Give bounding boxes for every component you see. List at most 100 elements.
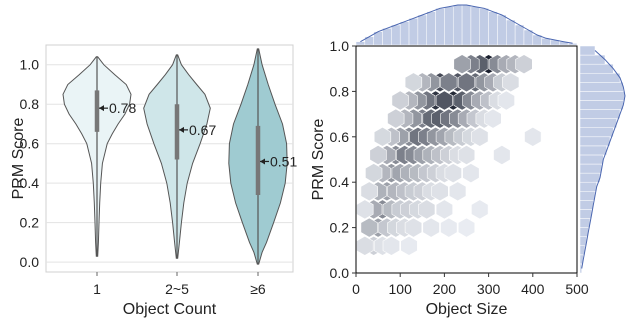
right-histogram-bar bbox=[579, 63, 614, 74]
hexbin-cells bbox=[356, 54, 542, 256]
right-density-curve bbox=[581, 50, 626, 269]
right-histogram-bar bbox=[579, 163, 602, 174]
hexbin-y-axis-label: PRM Score bbox=[310, 119, 327, 201]
hexbin-cell bbox=[449, 181, 467, 202]
hexbin-cell bbox=[400, 235, 418, 256]
hexbin-cell bbox=[462, 163, 480, 184]
right-histogram-bar bbox=[579, 100, 624, 110]
top-histogram-bar bbox=[497, 14, 507, 46]
right-histogram-bar bbox=[579, 263, 582, 274]
hexbin-y-tick-label: 0.4 bbox=[330, 174, 350, 190]
violin-chart: 0.78 0.67 0.51 0.0 0.2 0.4 0.6 0.8 1.0 1 2~5 ≥6 O… bbox=[10, 44, 297, 318]
right-histogram-bar bbox=[579, 209, 592, 219]
top-histogram-bar bbox=[506, 19, 516, 46]
top-histogram-bar bbox=[391, 24, 401, 46]
hexbin-cell bbox=[493, 145, 511, 165]
top-histogram-bar bbox=[444, 6, 454, 46]
top-histogram-bar bbox=[426, 11, 436, 46]
hexbin-cell bbox=[422, 217, 440, 238]
hexbin-cell bbox=[515, 54, 533, 75]
right-histogram-bar bbox=[579, 145, 607, 156]
violin-y-ticks: 0.0 0.2 0.4 0.6 0.8 1.0 bbox=[20, 57, 40, 270]
hexbin-cell bbox=[457, 145, 476, 165]
violin-y-tick-label: 0.0 bbox=[20, 254, 40, 270]
hexbin-cell bbox=[440, 72, 458, 93]
top-histogram-bar bbox=[479, 8, 489, 46]
hexbin-cell bbox=[382, 235, 400, 256]
right-histogram-bar bbox=[579, 172, 601, 183]
hexbin-cell bbox=[497, 90, 515, 111]
hexbin-cell bbox=[369, 145, 387, 165]
hexbin-x-axis-label: Object Size bbox=[426, 301, 508, 318]
hexbin-cell bbox=[457, 217, 476, 238]
hexbin-cell bbox=[435, 199, 453, 220]
hexbin-y-tick-label: 0.0 bbox=[330, 265, 350, 281]
top-histogram-bar bbox=[399, 21, 410, 46]
violin-y-tick-label: 0.2 bbox=[20, 215, 40, 231]
violin-x-tick-label: ≥6 bbox=[250, 281, 266, 297]
top-histogram-bar bbox=[567, 43, 578, 46]
violin-y-axis-label: PRM Score bbox=[10, 118, 27, 200]
hexbin-cell bbox=[418, 199, 436, 220]
hexbin-x-ticks: 0 100 200 300 400 500 bbox=[352, 273, 589, 297]
right-marginal-histogram bbox=[579, 45, 626, 274]
hexbin-x-tick-label: 200 bbox=[433, 281, 457, 297]
median-arrowhead bbox=[99, 105, 104, 112]
right-histogram-bar bbox=[579, 91, 626, 101]
violin-y-tick-label: 1.0 bbox=[20, 57, 40, 73]
hexbin-cell bbox=[453, 54, 471, 75]
violin-x-axis-label: Object Count bbox=[123, 301, 217, 318]
hexbin-y-tick-label: 0.6 bbox=[330, 129, 350, 145]
median-label: 0.67 bbox=[189, 122, 216, 138]
hexbin-x-tick-label: 0 bbox=[352, 281, 360, 297]
top-histogram-bar bbox=[355, 41, 366, 46]
top-histogram-bar bbox=[470, 6, 481, 46]
hexbin-cell bbox=[387, 108, 405, 129]
hexbin-y-tick-label: 1.0 bbox=[330, 38, 350, 54]
violin-y-tick-label: 0.8 bbox=[20, 96, 40, 112]
right-histogram-bar bbox=[579, 200, 594, 210]
hexbin-cell bbox=[484, 108, 502, 129]
right-histogram-bar bbox=[579, 181, 597, 192]
hexbin-chart: 0.0 0.2 0.4 0.6 0.8 1.0 0 100 200 300 400 500 Obje… bbox=[310, 4, 626, 318]
right-histogram-bar bbox=[579, 191, 596, 201]
median-arrowhead bbox=[179, 126, 184, 133]
right-histogram-bar bbox=[579, 154, 604, 165]
hexbin-cell bbox=[431, 181, 449, 202]
top-histogram-bar bbox=[435, 8, 445, 46]
violin-series: 0.78 0.67 0.51 bbox=[62, 48, 297, 265]
right-histogram-bar bbox=[579, 127, 614, 138]
right-histogram-bar bbox=[579, 136, 611, 147]
hexbin-cell bbox=[404, 217, 423, 238]
hexbin-y-tick-label: 0.8 bbox=[330, 83, 350, 99]
top-histogram-bar bbox=[408, 18, 419, 46]
violin-x-tick-label: 1 bbox=[93, 281, 101, 297]
right-histogram-bar bbox=[579, 72, 621, 83]
hexbin-x-tick-label: 400 bbox=[521, 281, 545, 297]
hexbin-x-tick-label: 300 bbox=[477, 281, 501, 297]
hexbin-cell bbox=[365, 163, 383, 184]
hexbin-cell bbox=[440, 217, 458, 238]
right-histogram-bar bbox=[579, 227, 589, 237]
right-histogram-bar bbox=[579, 82, 624, 92]
median-arrowhead bbox=[260, 158, 265, 165]
hexbin-cell bbox=[360, 181, 378, 202]
right-histogram-bar bbox=[579, 45, 596, 56]
violin-x-ticks: 1 2~5 ≥6 bbox=[93, 272, 266, 297]
hexbin-cell bbox=[360, 217, 378, 238]
hexbin-y-ticks: 0.0 0.2 0.4 0.6 0.8 1.0 bbox=[330, 38, 356, 281]
hexbin-plot-area bbox=[355, 45, 578, 274]
median-label: 0.51 bbox=[270, 153, 297, 169]
top-histogram-bar bbox=[488, 11, 498, 46]
hexbin-y-tick-label: 0.2 bbox=[330, 220, 350, 236]
median-label: 0.78 bbox=[109, 100, 136, 116]
top-histogram-bar bbox=[417, 14, 427, 46]
right-histogram-bar bbox=[579, 109, 621, 119]
violin-x-tick-label: 2~5 bbox=[165, 281, 189, 297]
hexbin-cell bbox=[435, 90, 453, 111]
right-histogram-bar bbox=[579, 118, 617, 128]
top-histogram-bar bbox=[514, 24, 525, 46]
top-density-curve bbox=[360, 4, 573, 44]
hexbin-cell bbox=[404, 72, 423, 93]
